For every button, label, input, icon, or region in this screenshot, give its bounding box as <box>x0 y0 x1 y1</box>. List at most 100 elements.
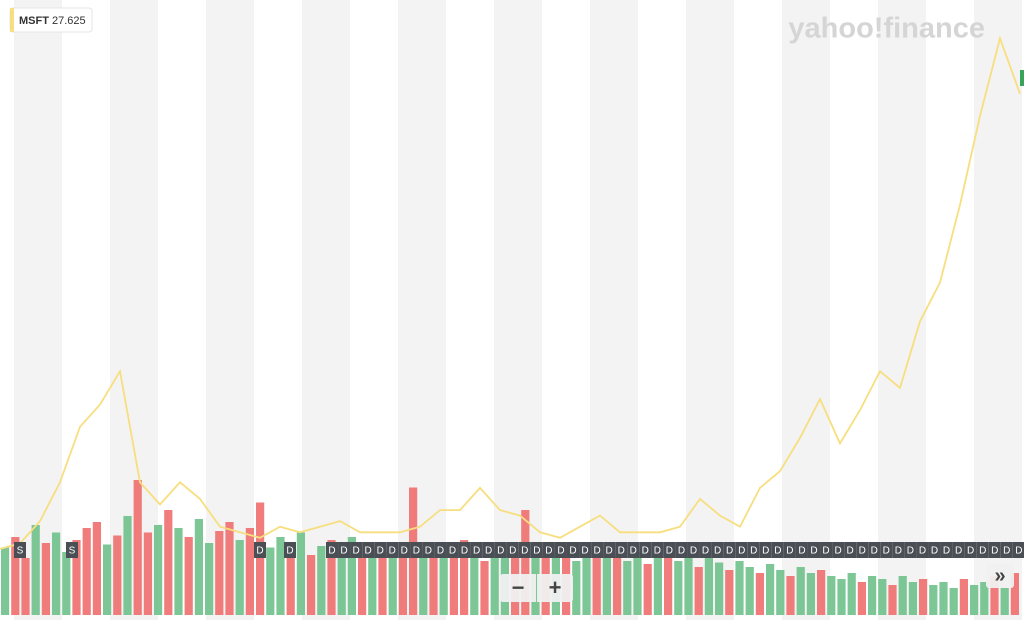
zoom-out-button[interactable]: − <box>500 574 536 602</box>
event-label: D <box>581 546 588 557</box>
event-label: D <box>871 546 878 557</box>
event-marker <box>494 542 507 558</box>
volume-bar <box>725 570 734 615</box>
event-label: D <box>1015 546 1022 557</box>
background-band <box>14 0 62 620</box>
event-label: D <box>533 546 540 557</box>
event-label: D <box>678 546 685 557</box>
event-marker <box>880 542 893 558</box>
volume-bar <box>888 585 897 615</box>
event-label: D <box>413 546 420 557</box>
event-marker <box>434 542 447 558</box>
volume-bar <box>358 558 367 615</box>
event-label: D <box>545 546 552 557</box>
volume-bar <box>194 519 203 615</box>
event-marker <box>687 542 700 558</box>
volume-bar <box>378 552 387 615</box>
event-marker <box>530 542 543 558</box>
event-label: D <box>654 546 661 557</box>
event-label: D <box>883 546 890 557</box>
event-marker <box>868 542 881 558</box>
volume-bar <box>664 549 673 615</box>
event-label: D <box>569 546 576 557</box>
event-marker <box>603 542 616 558</box>
price-line <box>0 35 1021 550</box>
volume-bar <box>245 528 254 615</box>
volume-bar <box>857 582 866 615</box>
event-marker <box>856 542 869 558</box>
volume-bar <box>980 582 989 615</box>
next-button[interactable]: » <box>986 564 1014 588</box>
event-label: D <box>738 546 745 557</box>
volume-bar <box>868 576 877 615</box>
volume-bar <box>490 549 499 615</box>
event-marker <box>567 542 579 558</box>
volume-bar <box>276 537 285 615</box>
event-label: D <box>461 546 468 557</box>
volume-bar <box>174 528 183 615</box>
event-marker <box>542 542 555 558</box>
volume-bar <box>755 573 764 615</box>
volume-bar <box>674 561 683 615</box>
event-marker <box>554 542 567 558</box>
event-label: D <box>774 546 781 557</box>
event-marker <box>928 542 941 558</box>
volume-bar <box>327 540 336 615</box>
volume-bar <box>623 561 632 615</box>
event-marker <box>651 542 664 558</box>
event-marker <box>338 542 351 558</box>
legend-swatch <box>10 8 14 32</box>
event-marker <box>615 542 628 558</box>
event-label: D <box>497 546 504 557</box>
event-label: D <box>642 546 649 557</box>
volume-bar <box>184 537 193 615</box>
volume-bar <box>480 561 489 615</box>
volume-bar <box>929 585 938 615</box>
event-label: D <box>389 546 396 557</box>
event-label: D <box>919 546 926 557</box>
volume-bar <box>92 522 101 615</box>
volume-bar <box>592 558 601 615</box>
background-band <box>878 0 926 620</box>
event-label: D <box>521 546 528 557</box>
volume-bar <box>62 552 71 615</box>
event-label: D <box>859 546 866 557</box>
volume-bar <box>643 564 652 615</box>
event-label: D <box>593 546 600 557</box>
volume-bar <box>143 532 152 615</box>
event-label: D <box>726 546 733 557</box>
volume-bar <box>266 547 275 615</box>
event-label: D <box>473 546 480 557</box>
event-label: D <box>328 546 335 557</box>
volume-bar <box>72 540 81 615</box>
volume-bar <box>41 543 50 615</box>
event-label: D <box>340 546 347 557</box>
event-label: D <box>286 546 293 557</box>
volume-bar <box>82 528 91 615</box>
volume-bar <box>103 544 112 615</box>
event-marker <box>663 542 676 558</box>
volume-bar <box>52 532 61 615</box>
event-marker <box>284 542 296 558</box>
event-marker <box>904 542 917 558</box>
event-marker <box>759 542 772 558</box>
event-marker <box>976 542 989 558</box>
event-label: D <box>955 546 962 557</box>
event-label: D <box>834 546 841 557</box>
volume-bar <box>31 525 40 615</box>
volume-bar <box>684 555 693 615</box>
event-label: D <box>786 546 793 557</box>
event-label: D <box>449 546 456 557</box>
volume-bar <box>766 564 775 615</box>
volume-bar <box>776 570 785 615</box>
zoom-in-button[interactable]: + <box>537 574 573 602</box>
event-label: D <box>810 546 817 557</box>
volume-bar <box>398 555 407 615</box>
event-marker <box>326 542 338 558</box>
event-marker <box>832 542 845 558</box>
volume-bar <box>878 579 887 615</box>
volume-bar <box>939 582 948 615</box>
event-marker <box>579 542 592 558</box>
event-marker <box>422 542 435 558</box>
